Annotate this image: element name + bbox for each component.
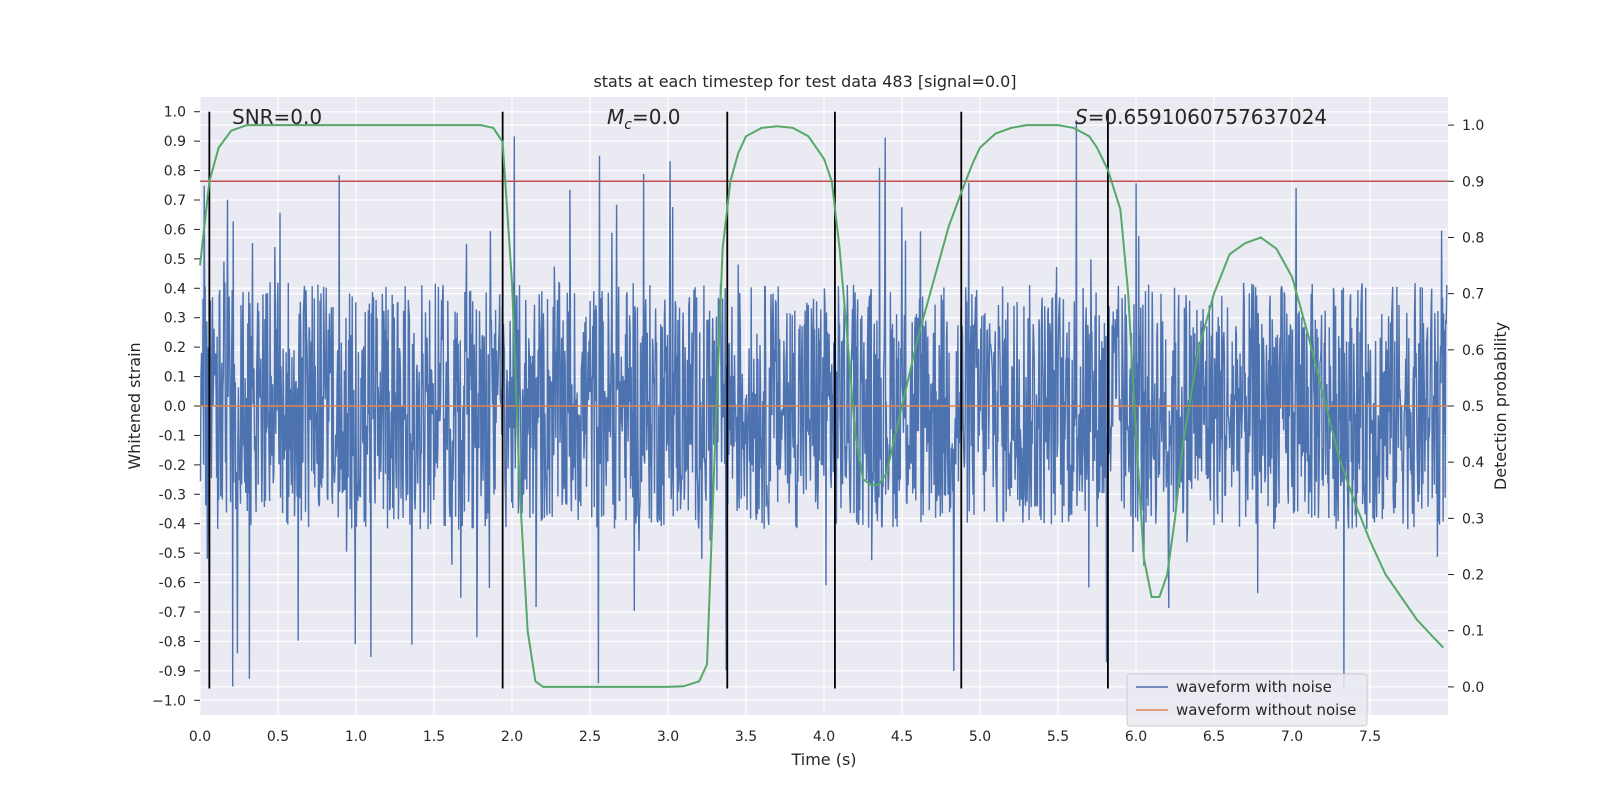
y-left-tick-label-4: 0.6 bbox=[164, 222, 186, 238]
y-right-axis-ticks: 1.0 0.9 0.8 0.7 0.6 0.5 0.4 0.3 0.2 0.1 0.0 bbox=[1448, 118, 1484, 696]
chart-title: stats at each timestep for test data 483… bbox=[593, 72, 1016, 91]
y-left-tick-label-18: -0.8 bbox=[159, 634, 186, 650]
y-left-tick-label-7: 0.3 bbox=[164, 311, 186, 327]
x-tick-label-14: 7.0 bbox=[1281, 729, 1303, 745]
snr-annotation: SNR=0.0 bbox=[232, 105, 322, 129]
x-tick-label-12: 6.0 bbox=[1125, 729, 1147, 745]
y-left-tick-label-0: 1.0 bbox=[164, 105, 186, 121]
y-left-axis-ticks: 1.0 0.9 0.8 0.7 0.6 0.5 0.4 0.3 0.2 0.1 0.0 -0.1 -0.… bbox=[152, 105, 200, 709]
legend-box bbox=[1126, 673, 1368, 727]
legend-label-noise: waveform with noise bbox=[1176, 678, 1332, 696]
x-tick-label-7: 3.5 bbox=[735, 729, 757, 745]
legend: waveform with noise waveform without noi… bbox=[1126, 673, 1368, 727]
x-tick-label-0: 0.0 bbox=[189, 729, 211, 745]
mc-value: =0.0 bbox=[632, 105, 681, 129]
x-axis-label: Time (s) bbox=[790, 750, 856, 769]
y-left-tick-label-20: −1.0 bbox=[152, 693, 186, 709]
y-left-tick-label-6: 0.4 bbox=[164, 281, 186, 297]
y-right-tick-label-0: 1.0 bbox=[1462, 118, 1484, 134]
mc-annotation: Mc=0.0 bbox=[607, 105, 681, 133]
y-right-tick-label-2: 0.8 bbox=[1462, 230, 1484, 246]
y-right-tick-label-5: 0.5 bbox=[1462, 399, 1484, 415]
y-left-tick-label-8: 0.2 bbox=[164, 340, 186, 356]
y-left-tick-label-13: -0.3 bbox=[159, 487, 186, 503]
s-annotation: S=0.6591060757637024 bbox=[1075, 105, 1327, 129]
y-left-tick-label-2: 0.8 bbox=[164, 164, 186, 180]
x-axis-ticks: 0.0 0.5 1.0 1.5 2.0 2.5 3.0 3.5 4.0 4.5 5.0 5.5 6.0 6… bbox=[189, 729, 1381, 745]
y-left-tick-label-11: -0.1 bbox=[159, 428, 186, 444]
x-tick-label-13: 6.5 bbox=[1203, 729, 1225, 745]
waveform-with-noise-line bbox=[199, 120, 1448, 689]
x-tick-label-4: 2.0 bbox=[501, 729, 523, 745]
y-right-tick-label-8: 0.2 bbox=[1462, 568, 1484, 584]
y-left-tick-label-15: -0.5 bbox=[159, 546, 186, 562]
y-left-axis-label: Whitened strain bbox=[125, 342, 144, 469]
y-left-tick-label-10: 0.0 bbox=[164, 399, 186, 415]
y-right-tick-label-4: 0.6 bbox=[1462, 343, 1484, 359]
waveform-with-noise-series bbox=[199, 120, 1448, 689]
overlay-lines bbox=[199, 111, 1448, 689]
y-left-tick-label-19: -0.9 bbox=[159, 664, 186, 680]
y-right-tick-label-3: 0.7 bbox=[1462, 287, 1484, 303]
x-tick-label-6: 3.0 bbox=[657, 729, 679, 745]
y-left-tick-label-14: -0.4 bbox=[159, 517, 186, 533]
y-left-tick-label-5: 0.5 bbox=[164, 252, 186, 268]
x-tick-label-9: 4.5 bbox=[891, 729, 913, 745]
x-tick-label-15: 7.5 bbox=[1359, 729, 1381, 745]
y-left-tick-label-17: -0.7 bbox=[159, 605, 186, 621]
y-right-tick-label-7: 0.3 bbox=[1462, 511, 1484, 527]
x-tick-label-2: 1.0 bbox=[345, 729, 367, 745]
y-left-tick-label-3: 0.7 bbox=[164, 193, 186, 209]
y-right-tick-label-10: 0.0 bbox=[1462, 680, 1484, 696]
y-left-tick-label-9: 0.1 bbox=[164, 370, 186, 386]
x-tick-label-3: 1.5 bbox=[423, 729, 445, 745]
s-value: =0.6591060757637024 bbox=[1088, 105, 1327, 129]
detection-probability-line bbox=[199, 124, 1445, 688]
s-symbol: S bbox=[1075, 105, 1088, 129]
mc-subscript: c bbox=[624, 117, 632, 133]
x-tick-label-8: 4.0 bbox=[813, 729, 835, 745]
y-left-tick-label-1: 0.9 bbox=[164, 134, 186, 150]
y-right-tick-label-6: 0.4 bbox=[1462, 455, 1484, 471]
x-tick-label-1: 0.5 bbox=[267, 729, 289, 745]
mc-symbol: M bbox=[607, 105, 624, 129]
x-tick-label-11: 5.5 bbox=[1047, 729, 1069, 745]
legend-label-clean: waveform without noise bbox=[1176, 701, 1356, 719]
y-right-tick-label-1: 0.9 bbox=[1462, 174, 1484, 190]
y-left-tick-label-12: -0.2 bbox=[159, 458, 186, 474]
x-tick-label-10: 5.0 bbox=[969, 729, 991, 745]
y-right-axis-label: Detection probability bbox=[1491, 322, 1510, 490]
y-right-tick-label-9: 0.1 bbox=[1462, 624, 1484, 640]
x-tick-label-5: 2.5 bbox=[579, 729, 601, 745]
y-left-tick-label-16: -0.6 bbox=[159, 576, 186, 592]
